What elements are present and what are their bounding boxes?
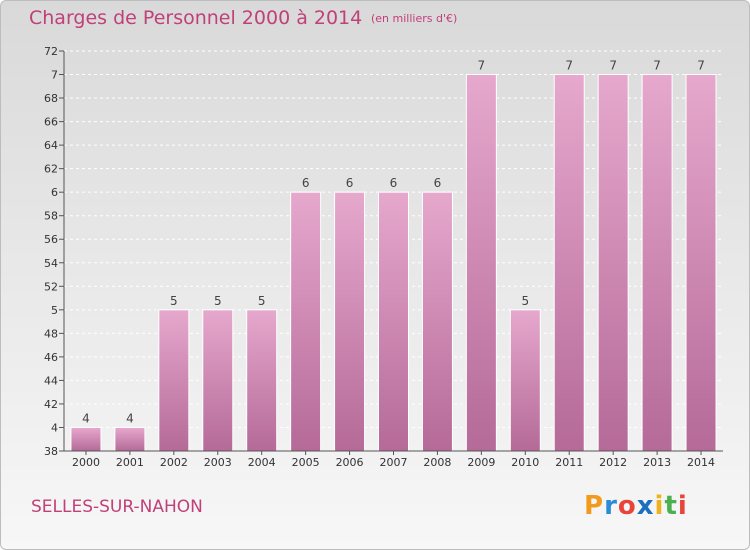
x-tick-label: 2009 xyxy=(467,456,495,469)
data-label: 7 xyxy=(609,59,617,73)
x-tick-label: 2003 xyxy=(204,456,232,469)
x-tick-label: 2008 xyxy=(423,456,451,469)
logo-letter: x xyxy=(636,491,655,521)
bar-2000 xyxy=(70,426,102,452)
y-tick-label: 64 xyxy=(44,139,58,152)
bar-2013 xyxy=(641,74,673,452)
chart-subtitle: (en milliers d'€) xyxy=(371,12,458,25)
logo-letter: t xyxy=(664,491,678,521)
data-label: 6 xyxy=(434,176,442,190)
logo-letter: r xyxy=(604,491,618,521)
y-tick-label: 52 xyxy=(44,280,58,293)
data-label: 7 xyxy=(697,59,705,73)
bar-2012 xyxy=(597,74,629,452)
data-label: 7 xyxy=(565,59,573,73)
bar-2003 xyxy=(202,309,234,452)
y-tick-label: 56 xyxy=(44,233,58,246)
x-tick-label: 2005 xyxy=(292,456,320,469)
town-name: SELLES-SUR-NAHON xyxy=(31,497,203,517)
bar-2001 xyxy=(114,426,146,452)
x-tick-label: 2001 xyxy=(116,456,144,469)
x-tick-label: 2013 xyxy=(643,456,671,469)
y-tick-label: 62 xyxy=(44,163,58,176)
data-label: 6 xyxy=(346,176,354,190)
y-tick-label: 66 xyxy=(44,116,58,129)
data-label: 7 xyxy=(653,59,661,73)
bar-2010 xyxy=(509,309,541,452)
data-label: 5 xyxy=(214,294,222,308)
x-tick-label: 2010 xyxy=(511,456,539,469)
data-label: 5 xyxy=(170,294,178,308)
x-tick-label: 2002 xyxy=(160,456,188,469)
y-tick-label: 58 xyxy=(44,210,58,223)
y-tick-label: 48 xyxy=(44,327,58,340)
proxiti-logo[interactable]: Proxiti xyxy=(584,491,688,521)
bar-2009 xyxy=(465,74,497,452)
logo-letter: i xyxy=(677,491,688,521)
bar-2005 xyxy=(290,191,322,452)
data-label: 5 xyxy=(258,294,266,308)
chart-title: Charges de Personnel 2000 à 2014 xyxy=(29,7,363,29)
y-tick-label: 38 xyxy=(44,445,58,458)
data-label: 4 xyxy=(126,411,134,425)
y-tick-label: 68 xyxy=(44,92,58,105)
data-label: 7 xyxy=(478,59,486,73)
x-tick-label: 2007 xyxy=(380,456,408,469)
bar-2004 xyxy=(246,309,278,452)
y-tick-label: 54 xyxy=(44,257,58,270)
y-tick-label: 44 xyxy=(44,374,58,387)
bars: 4 4 5 5 5 6 6 6 6 7 5 7 7 7 7 xyxy=(70,59,717,452)
bar-2006 xyxy=(334,191,366,452)
x-tick-label: 2004 xyxy=(248,456,276,469)
x-tick-label: 2012 xyxy=(599,456,627,469)
x-tick-label: 2011 xyxy=(555,456,583,469)
data-label: 6 xyxy=(302,176,310,190)
x-tick-label: 2006 xyxy=(336,456,364,469)
bar-2008 xyxy=(421,191,453,452)
logo-letter: i xyxy=(654,491,665,521)
y-tick-label: 6 xyxy=(51,186,58,199)
y-tick-label: 46 xyxy=(44,351,58,364)
data-label: 4 xyxy=(82,411,90,425)
x-tick-label: 2000 xyxy=(72,456,100,469)
bar-2011 xyxy=(553,74,585,452)
y-tick-label: 4 xyxy=(51,421,58,434)
logo-letter: P xyxy=(584,491,605,521)
x-tick-label: 2014 xyxy=(687,456,715,469)
bar-2002 xyxy=(158,309,190,452)
y-tick-label: 72 xyxy=(44,45,58,58)
data-label: 5 xyxy=(521,294,529,308)
y-tick-label: 7 xyxy=(51,69,58,82)
data-label: 6 xyxy=(390,176,398,190)
y-tick-label: 5 xyxy=(51,304,58,317)
bar-2014 xyxy=(685,74,717,452)
y-tick-label: 42 xyxy=(44,398,58,411)
bar-2007 xyxy=(378,191,409,452)
logo-letter: o xyxy=(617,491,637,521)
